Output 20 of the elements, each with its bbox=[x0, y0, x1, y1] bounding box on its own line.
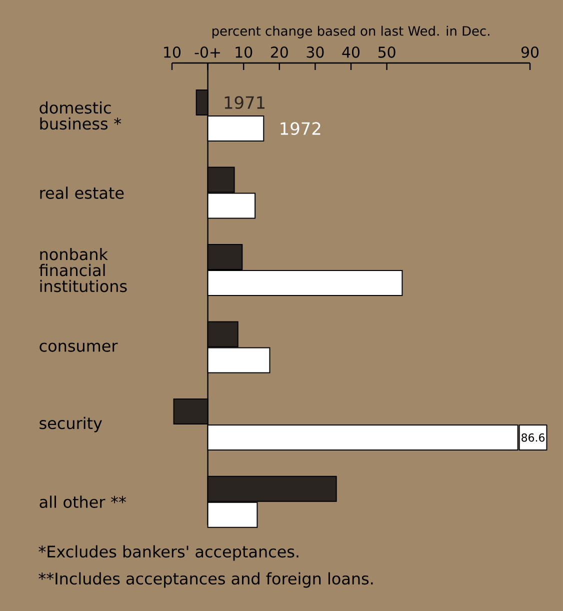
series-label: 1971 bbox=[224, 96, 265, 109]
x-tick-label: 90 bbox=[521, 46, 539, 58]
y-tick-label: all other ** bbox=[40, 496, 126, 508]
y-tick-label: consumer bbox=[40, 342, 118, 352]
text: **Includes acceptances and foreign loans. bbox=[38, 572, 373, 588]
x-tick-label: 10 bbox=[164, 46, 181, 58]
x-axis-title: percent change based on last Wed. in Dec. bbox=[212, 26, 490, 38]
y-tick-label: real estate bbox=[40, 186, 124, 199]
x-tick-label: 20 bbox=[270, 46, 288, 58]
data-label: 86.6 bbox=[522, 433, 545, 442]
x-tick-label: 40 bbox=[342, 46, 360, 58]
y-tick-label: nonbank financial institutions bbox=[39, 248, 127, 292]
x-tick-label: -0+ bbox=[194, 46, 220, 58]
x-tick-label: 50 bbox=[378, 46, 396, 58]
y-tick-label: domestic business * bbox=[40, 101, 122, 130]
y-tick-label: security bbox=[40, 416, 102, 432]
text: *Excludes bankers' acceptances. bbox=[38, 545, 298, 561]
series-label: 1972 bbox=[280, 122, 320, 135]
x-tick-label: 30 bbox=[306, 46, 324, 58]
x-tick-label: 10 bbox=[236, 46, 252, 58]
